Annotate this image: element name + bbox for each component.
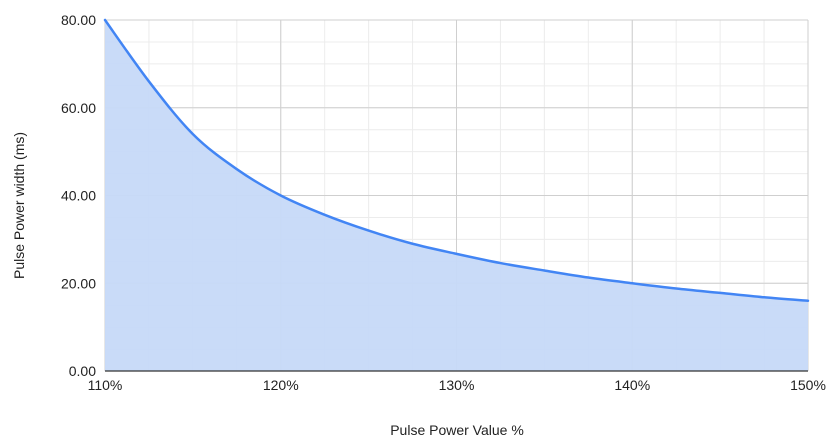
y-tick-label: 80.00: [61, 12, 96, 28]
y-tick-labels: 0.00 20.00 40.00 60.00 80.00: [61, 12, 96, 379]
x-tick-label: 120%: [263, 377, 299, 393]
series-layer: [103, 18, 810, 371]
y-tick-label: 60.00: [61, 100, 96, 116]
x-tick-label: 150%: [790, 377, 826, 393]
x-tick-label: 110%: [88, 377, 123, 393]
x-axis-title: Pulse Power Value %: [390, 422, 524, 438]
y-tick-label: 40.00: [61, 188, 96, 204]
y-axis-title: Pulse Power width (ms): [11, 132, 27, 279]
series-line: [103, 18, 810, 303]
y-tick-label: 20.00: [61, 275, 96, 291]
x-tick-label: 130%: [439, 377, 475, 393]
x-tick-label: 140%: [614, 377, 650, 393]
y-tick-label: 0.00: [69, 363, 96, 379]
x-tick-labels: 110% 120% 130% 140% 150%: [88, 377, 826, 393]
